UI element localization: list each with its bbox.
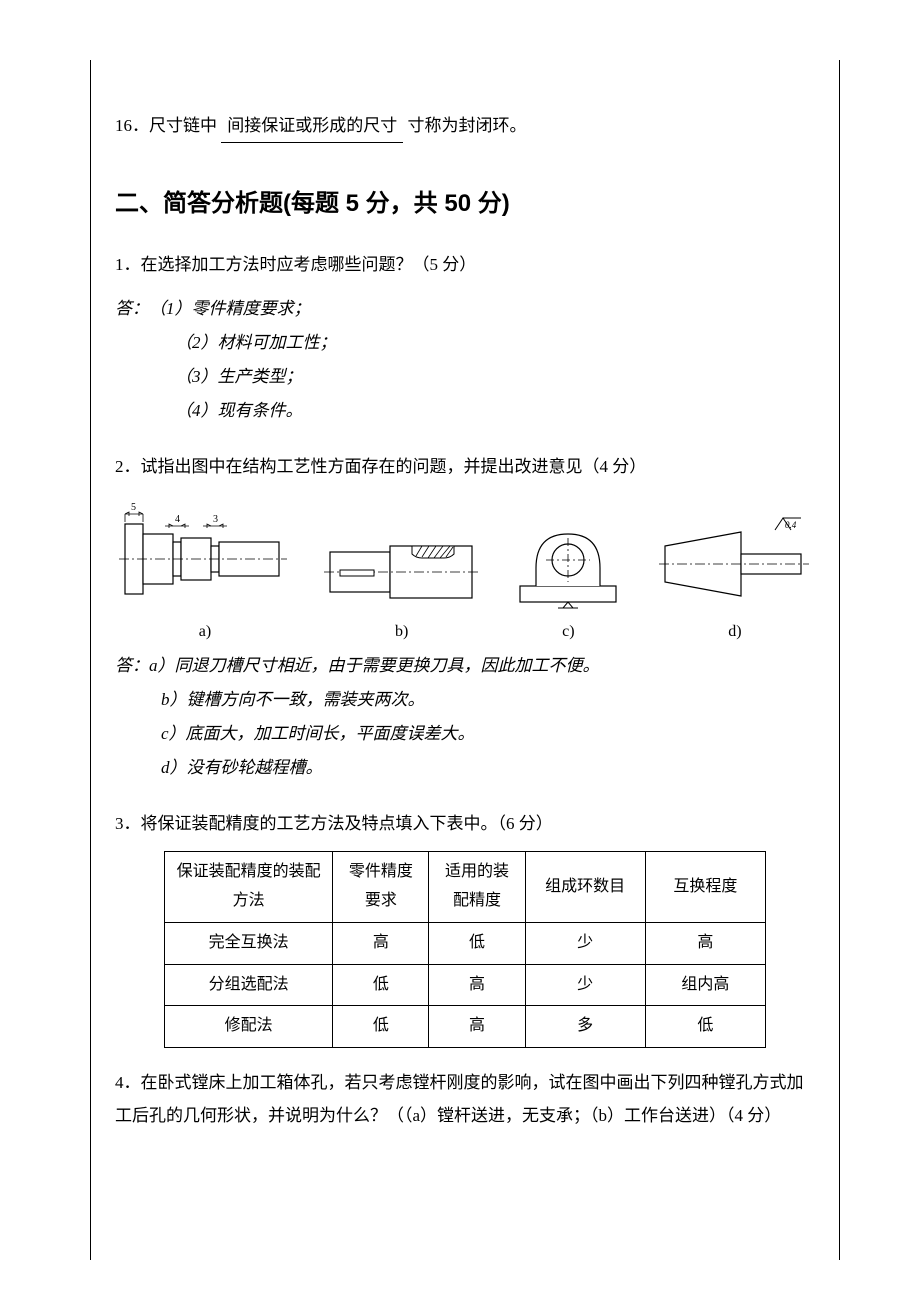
q1-ans-4: （4）现有条件。 xyxy=(175,394,815,428)
td: 低 xyxy=(645,1006,765,1048)
fig-c xyxy=(508,514,628,619)
fig-b-svg xyxy=(322,524,482,614)
td: 组内高 xyxy=(645,964,765,1006)
q2-label-c: c) xyxy=(508,623,628,641)
table-row: 分组选配法 低 高 少 组内高 xyxy=(165,964,766,1006)
td: 少 xyxy=(525,922,645,964)
q2-question: 2．试指出图中在结构工艺性方面存在的问题，并提出改进意见（4 分） xyxy=(115,450,815,484)
table-row: 修配法 低 高 多 低 xyxy=(165,1006,766,1048)
fig-d-svg: 0.4 xyxy=(655,514,815,614)
fig-c-svg xyxy=(508,514,628,614)
q16-suffix: 寸称为封闭环。 xyxy=(408,116,527,135)
q2-diagrams: 5 4 3 xyxy=(115,494,815,619)
td: 低 xyxy=(333,964,429,1006)
th-4: 互换程度 xyxy=(645,852,765,923)
td: 分组选配法 xyxy=(165,964,333,1006)
q1-ans-3: （3）生产类型； xyxy=(175,360,815,394)
q2-ans-d: d）没有砂轮越程槽。 xyxy=(161,751,815,785)
td: 高 xyxy=(429,964,525,1006)
q2-labels: a) b) c) d) xyxy=(115,623,815,641)
q3-question: 3．将保证装配精度的工艺方法及特点填入下表中。（6 分） xyxy=(115,807,815,841)
q3-table: 保证装配精度的装配方法 零件精度要求 适用的装配精度 组成环数目 互换程度 完全… xyxy=(164,851,766,1048)
q1-question: 1．在选择加工方法时应考虑哪些问题？（5 分） xyxy=(115,248,815,282)
td: 多 xyxy=(525,1006,645,1048)
fig-d-ra: 0.4 xyxy=(785,520,797,530)
q2-label-d: d) xyxy=(655,623,815,641)
th-2: 适用的装配精度 xyxy=(429,852,525,923)
th-1: 零件精度要求 xyxy=(333,852,429,923)
td: 修配法 xyxy=(165,1006,333,1048)
fig-a-dim-5: 5 xyxy=(131,502,136,513)
q2-ans-a: 答：a）同退刀槽尺寸相近，由于需要更换刀具，因此加工不便。 xyxy=(115,649,815,683)
table-row: 完全互换法 高 低 少 高 xyxy=(165,922,766,964)
fig-d: 0.4 xyxy=(655,514,815,619)
q2-label-a: a) xyxy=(115,623,295,641)
fig-a-dim-3: 3 xyxy=(213,514,218,525)
q1-ans-lead: 答：（1）零件精度要求； xyxy=(115,292,815,326)
td: 完全互换法 xyxy=(165,922,333,964)
td: 高 xyxy=(429,1006,525,1048)
page-content: 16．尺寸链中 间接保证或形成的尺寸 寸称为封闭环。 二、简答分析题(每题 5 … xyxy=(90,60,840,1260)
q2-ans-c: c）底面大，加工时间长，平面度误差大。 xyxy=(161,717,815,751)
td: 少 xyxy=(525,964,645,1006)
td: 低 xyxy=(429,922,525,964)
td: 低 xyxy=(333,1006,429,1048)
q1-ans-2: （2）材料可加工性； xyxy=(175,326,815,360)
fig-a-svg: 5 4 3 xyxy=(115,494,295,614)
th-3: 组成环数目 xyxy=(525,852,645,923)
q4-line2: 工后孔的几何形状，并说明为什么？（（a）镗杆送进，无支承；（b）工作台送进）（4… xyxy=(115,1100,815,1132)
td: 高 xyxy=(645,922,765,964)
fig-a: 5 4 3 xyxy=(115,494,295,619)
fig-b xyxy=(322,524,482,619)
section2-title: 二、简答分析题(每题 5 分，共 50 分) xyxy=(115,183,815,218)
q2-ans-b: b）键槽方向不一致，需装夹两次。 xyxy=(161,683,815,717)
th-0: 保证装配精度的装配方法 xyxy=(165,852,333,923)
fig-a-dim-4: 4 xyxy=(175,514,180,525)
td: 高 xyxy=(333,922,429,964)
q16-prefix: 16．尺寸链中 xyxy=(115,116,217,135)
q16-blank: 间接保证或形成的尺寸 xyxy=(221,110,403,143)
q2-label-b: b) xyxy=(322,623,482,641)
table-row: 保证装配精度的装配方法 零件精度要求 适用的装配精度 组成环数目 互换程度 xyxy=(165,852,766,923)
q4-line1: 4．在卧式镗床上加工箱体孔，若只考虑镗杆刚度的影响，试在图中画出下列四种镗孔方式… xyxy=(115,1066,815,1100)
q16-line: 16．尺寸链中 间接保证或形成的尺寸 寸称为封闭环。 xyxy=(115,110,815,143)
